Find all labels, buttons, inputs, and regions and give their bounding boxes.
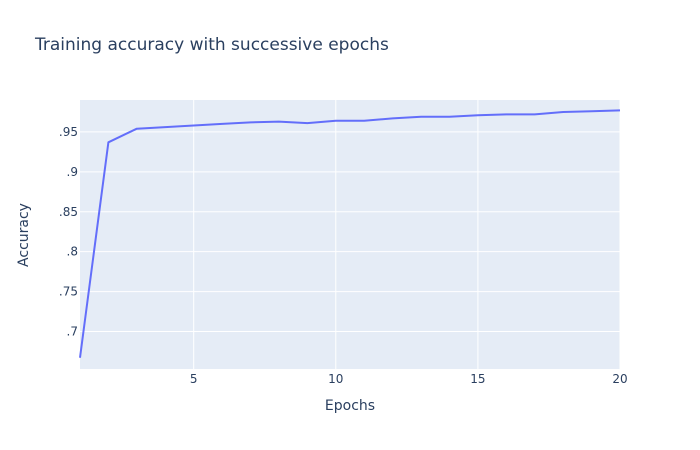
x-tick-label: 15 — [470, 372, 485, 386]
series-layer — [79, 109, 621, 358]
y-tick-label: .7 — [67, 324, 78, 338]
y-gridlines — [80, 131, 620, 332]
x-tick-labels: 5 10 15 20 — [190, 372, 628, 386]
x-axis-label: Epochs — [325, 398, 375, 414]
x-tick-label: 5 — [190, 372, 198, 386]
y-tick-labels: .7 .75 .8 .85 .9 .95 — [59, 125, 78, 339]
plot-area — [80, 100, 620, 369]
x-gridlines — [193, 100, 621, 369]
y-tick-label: .75 — [59, 285, 78, 299]
x-tick-label: 20 — [612, 372, 627, 386]
y-tick-label: .85 — [59, 205, 78, 219]
y-axis-label: Accuracy — [16, 203, 32, 267]
x-tick-label: 10 — [328, 372, 343, 386]
y-tick-label: .95 — [59, 125, 78, 139]
series-line — [79, 109, 621, 358]
y-tick-label: .8 — [67, 245, 78, 259]
chart-title: Training accuracy with successive epochs — [34, 35, 389, 55]
y-tick-label: .9 — [67, 165, 78, 179]
